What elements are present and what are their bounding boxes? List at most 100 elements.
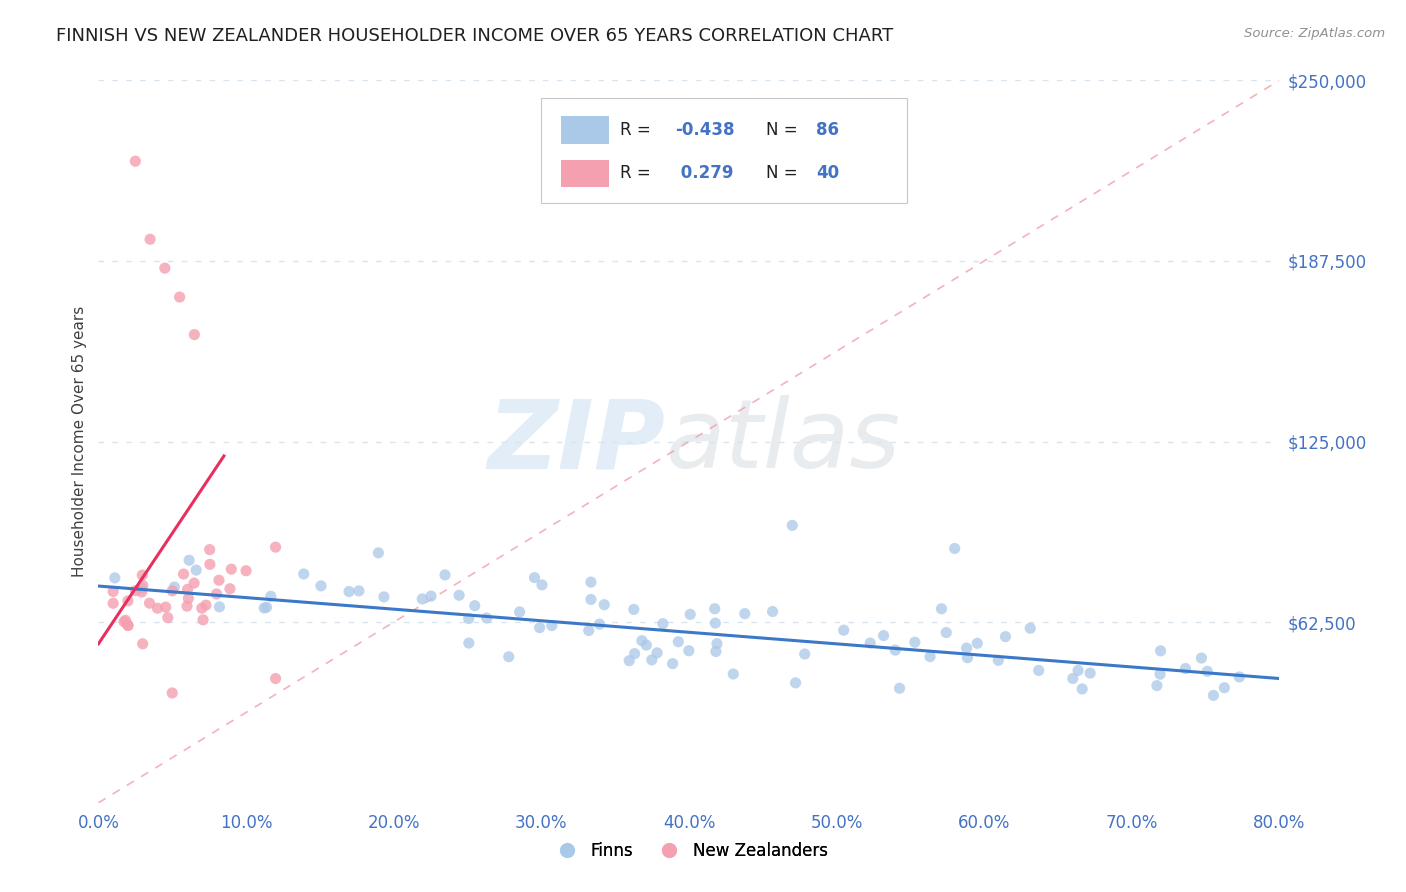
Point xyxy=(292,566,315,581)
Point xyxy=(114,613,136,627)
Point xyxy=(623,602,645,616)
Point xyxy=(1146,679,1168,693)
Point xyxy=(1078,666,1101,681)
Text: R =: R = xyxy=(620,164,657,183)
Point xyxy=(578,624,600,638)
Point xyxy=(579,575,602,590)
Point xyxy=(208,573,231,587)
Point xyxy=(264,672,287,686)
Point xyxy=(103,584,125,599)
Point xyxy=(146,601,169,615)
Point xyxy=(994,630,1017,644)
Point xyxy=(256,600,278,615)
Text: 0.279: 0.279 xyxy=(675,164,734,183)
Point xyxy=(337,584,360,599)
Point xyxy=(104,571,127,585)
Y-axis label: Householder Income Over 65 years: Householder Income Over 65 years xyxy=(72,306,87,577)
Point xyxy=(132,578,155,592)
Point xyxy=(1149,667,1171,681)
Point xyxy=(1019,621,1042,635)
Point xyxy=(183,576,205,591)
Point xyxy=(205,587,228,601)
Point xyxy=(630,633,652,648)
Point xyxy=(457,636,479,650)
Point xyxy=(173,567,195,582)
Point xyxy=(832,624,855,638)
Point xyxy=(619,654,641,668)
Point xyxy=(623,647,645,661)
Point xyxy=(131,582,153,596)
Point xyxy=(884,643,907,657)
Point xyxy=(367,546,389,560)
Point xyxy=(498,649,520,664)
Point xyxy=(155,600,177,615)
Point xyxy=(464,599,486,613)
Point xyxy=(1149,644,1171,658)
Point xyxy=(457,611,479,625)
Text: atlas: atlas xyxy=(665,395,900,488)
Point xyxy=(666,634,689,648)
Point xyxy=(153,261,176,276)
Point xyxy=(253,601,276,615)
Point xyxy=(179,553,201,567)
Text: R =: R = xyxy=(620,121,657,139)
Point xyxy=(177,591,200,606)
Point xyxy=(793,647,815,661)
Point xyxy=(103,596,125,610)
Point xyxy=(904,635,927,649)
Text: Source: ZipAtlas.com: Source: ZipAtlas.com xyxy=(1244,27,1385,40)
Point xyxy=(139,232,162,246)
Point xyxy=(704,616,727,631)
Point xyxy=(661,657,683,671)
Point xyxy=(723,667,745,681)
Point xyxy=(191,613,214,627)
Point xyxy=(124,583,146,598)
Text: FINNISH VS NEW ZEALANDER HOUSEHOLDER INCOME OVER 65 YEARS CORRELATION CHART: FINNISH VS NEW ZEALANDER HOUSEHOLDER INC… xyxy=(56,27,893,45)
Point xyxy=(931,601,953,615)
Point xyxy=(540,618,562,632)
Point xyxy=(198,542,221,557)
Text: ZIP: ZIP xyxy=(488,395,665,488)
Point xyxy=(433,568,456,582)
Point xyxy=(162,686,183,700)
Point xyxy=(1174,662,1197,676)
Point xyxy=(785,676,807,690)
Point xyxy=(117,618,139,632)
Point xyxy=(706,637,728,651)
Point xyxy=(679,607,702,622)
Point xyxy=(264,540,287,554)
Point xyxy=(1071,681,1094,696)
Point xyxy=(163,580,186,594)
Point xyxy=(1227,670,1250,684)
Point xyxy=(509,605,531,619)
Point xyxy=(956,650,979,665)
Point xyxy=(260,590,283,604)
Point xyxy=(221,562,243,576)
Point xyxy=(955,641,977,656)
Point xyxy=(1189,651,1212,665)
Point xyxy=(449,588,471,602)
FancyBboxPatch shape xyxy=(561,117,609,144)
Text: 40: 40 xyxy=(817,164,839,183)
FancyBboxPatch shape xyxy=(541,98,907,203)
Point xyxy=(132,637,155,651)
Point xyxy=(889,681,911,696)
Legend: Finns, New Zealanders: Finns, New Zealanders xyxy=(544,836,834,867)
Point xyxy=(117,618,139,632)
Text: -0.438: -0.438 xyxy=(675,121,734,139)
Point xyxy=(641,653,664,667)
Point xyxy=(935,625,957,640)
Point xyxy=(420,589,443,603)
Point xyxy=(191,601,214,615)
Point xyxy=(943,541,966,556)
Point xyxy=(579,592,602,607)
Point xyxy=(636,638,658,652)
Point xyxy=(117,594,139,608)
Point xyxy=(162,583,183,598)
Point xyxy=(347,583,370,598)
Point xyxy=(872,629,894,643)
Point xyxy=(176,599,198,614)
Point xyxy=(169,290,191,304)
Text: N =: N = xyxy=(766,121,803,139)
Point xyxy=(1197,665,1219,679)
